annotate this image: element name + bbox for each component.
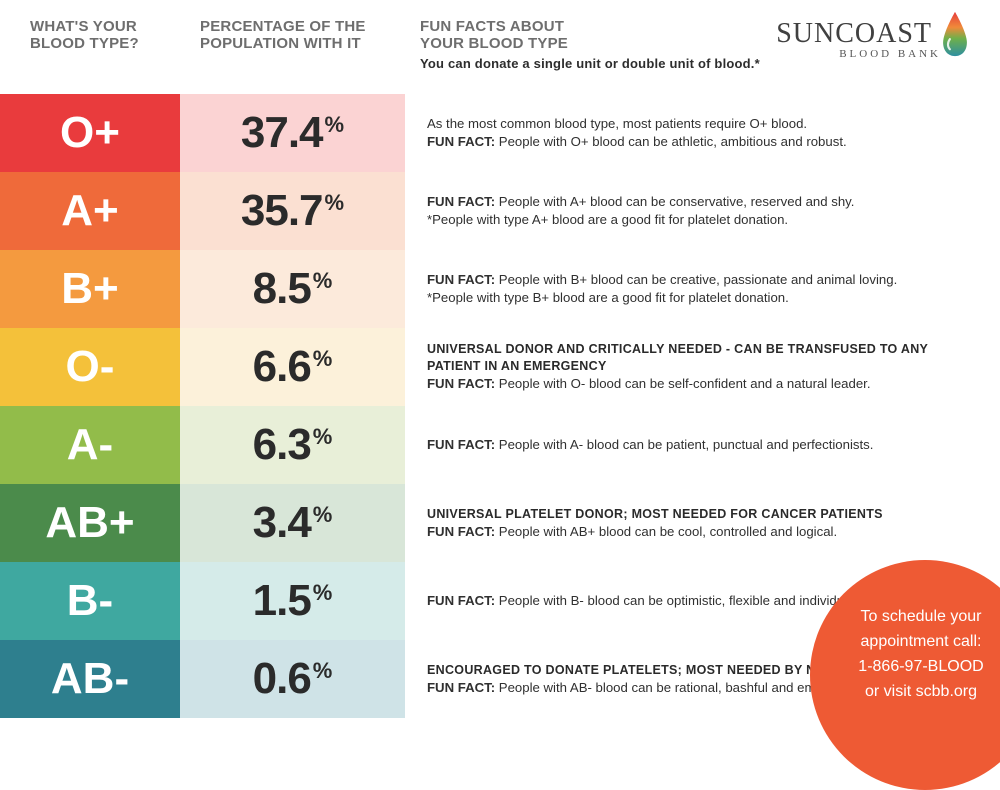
blood-type-cell: O+ [0,94,180,172]
fun-fact-cell: FUN FACT: People with B+ blood can be cr… [405,250,1000,328]
fun-fact-label: FUN FACT: [427,680,499,695]
fun-fact-label: FUN FACT: [427,376,499,391]
percentage-value: 35.7 [241,186,323,236]
fun-fact-label: FUN FACT: [427,524,499,539]
fact-intro: As the most common blood type, most pati… [427,115,970,133]
fun-fact-line: FUN FACT: People with A- blood can be pa… [427,436,970,454]
table-row: O+37.4%As the most common blood type, mo… [0,94,1000,172]
brand-logo: SUNCOAST BLOOD BANK [776,18,970,60]
percentage-cell: 1.5% [180,562,405,640]
fun-fact-line: FUN FACT: People with A+ blood can be co… [427,193,970,211]
header-col-blood-type: WHAT'S YOURBLOOD TYPE? [30,18,200,53]
blood-type-cell: O- [0,328,180,406]
percentage-cell: 35.7% [180,172,405,250]
fun-fact-label: FUN FACT: [427,437,499,452]
percentage-value: 0.6 [253,654,311,704]
cta-text: To schedule your appointment call:1-866-… [844,605,998,704]
blood-type-cell: AB- [0,640,180,718]
percent-symbol: % [313,424,333,450]
percent-symbol: % [325,190,345,216]
fun-fact-line: FUN FACT: People with AB+ blood can be c… [427,523,970,541]
percentage-cell: 37.4% [180,94,405,172]
percent-symbol: % [313,346,333,372]
table-row: A-6.3%FUN FACT: People with A- blood can… [0,406,1000,484]
percent-symbol: % [313,658,333,684]
blood-type-cell: AB+ [0,484,180,562]
fun-fact-cell: FUN FACT: People with A+ blood can be co… [405,172,1000,250]
percent-symbol: % [313,580,333,606]
fact-note: *People with type B+ blood are a good fi… [427,289,970,307]
fun-fact-cell: As the most common blood type, most pati… [405,94,1000,172]
fact-headline: UNIVERSAL PLATELET DONOR; MOST NEEDED FO… [427,506,970,523]
fun-fact-cell: UNIVERSAL DONOR AND CRITICALLY NEEDED - … [405,328,1000,406]
fact-headline: UNIVERSAL DONOR AND CRITICALLY NEEDED - … [427,341,970,375]
fun-fact-line: FUN FACT: People with O- blood can be se… [427,375,970,393]
brand-thin: SUN [776,18,835,49]
percentage-cell: 6.3% [180,406,405,484]
percent-symbol: % [313,502,333,528]
table-row: A+35.7%FUN FACT: People with A+ blood ca… [0,172,1000,250]
blood-type-cell: A+ [0,172,180,250]
fun-fact-label: FUN FACT: [427,272,499,287]
header-col-percentage: PERCENTAGE OF THEPOPULATION WITH IT [200,18,420,53]
fun-fact-label: FUN FACT: [427,194,499,209]
fun-fact-line: FUN FACT: People with B+ blood can be cr… [427,271,970,289]
fun-fact-label: FUN FACT: [427,593,499,608]
percentage-value: 1.5 [253,576,311,626]
fun-fact-label: FUN FACT: [427,134,499,149]
percentage-cell: 3.4% [180,484,405,562]
percentage-cell: 6.6% [180,328,405,406]
brand-bold: COAST [835,18,932,49]
fun-fact-line: FUN FACT: People with O+ blood can be at… [427,133,970,151]
table-row: O-6.6%UNIVERSAL DONOR AND CRITICALLY NEE… [0,328,1000,406]
percentage-value: 6.6 [253,342,311,392]
blood-type-cell: B- [0,562,180,640]
percent-symbol: % [325,112,345,138]
percentage-cell: 0.6% [180,640,405,718]
fun-fact-cell: FUN FACT: People with A- blood can be pa… [405,406,1000,484]
percentage-cell: 8.5% [180,250,405,328]
table-row: B+8.5%FUN FACT: People with B+ blood can… [0,250,1000,328]
blood-type-cell: A- [0,406,180,484]
blood-drop-icon [938,10,972,58]
percentage-value: 8.5 [253,264,311,314]
percent-symbol: % [313,268,333,294]
header-fun-facts-title: FUN FACTS ABOUTYOUR BLOOD TYPE [420,18,568,52]
fun-fact-cell: UNIVERSAL PLATELET DONOR; MOST NEEDED FO… [405,484,1000,562]
table-row: AB+3.4%UNIVERSAL PLATELET DONOR; MOST NE… [0,484,1000,562]
percentage-value: 37.4 [241,108,323,158]
percentage-value: 3.4 [253,498,311,548]
percentage-value: 6.3 [253,420,311,470]
blood-type-cell: B+ [0,250,180,328]
fact-note: *People with type A+ blood are a good fi… [427,211,970,229]
